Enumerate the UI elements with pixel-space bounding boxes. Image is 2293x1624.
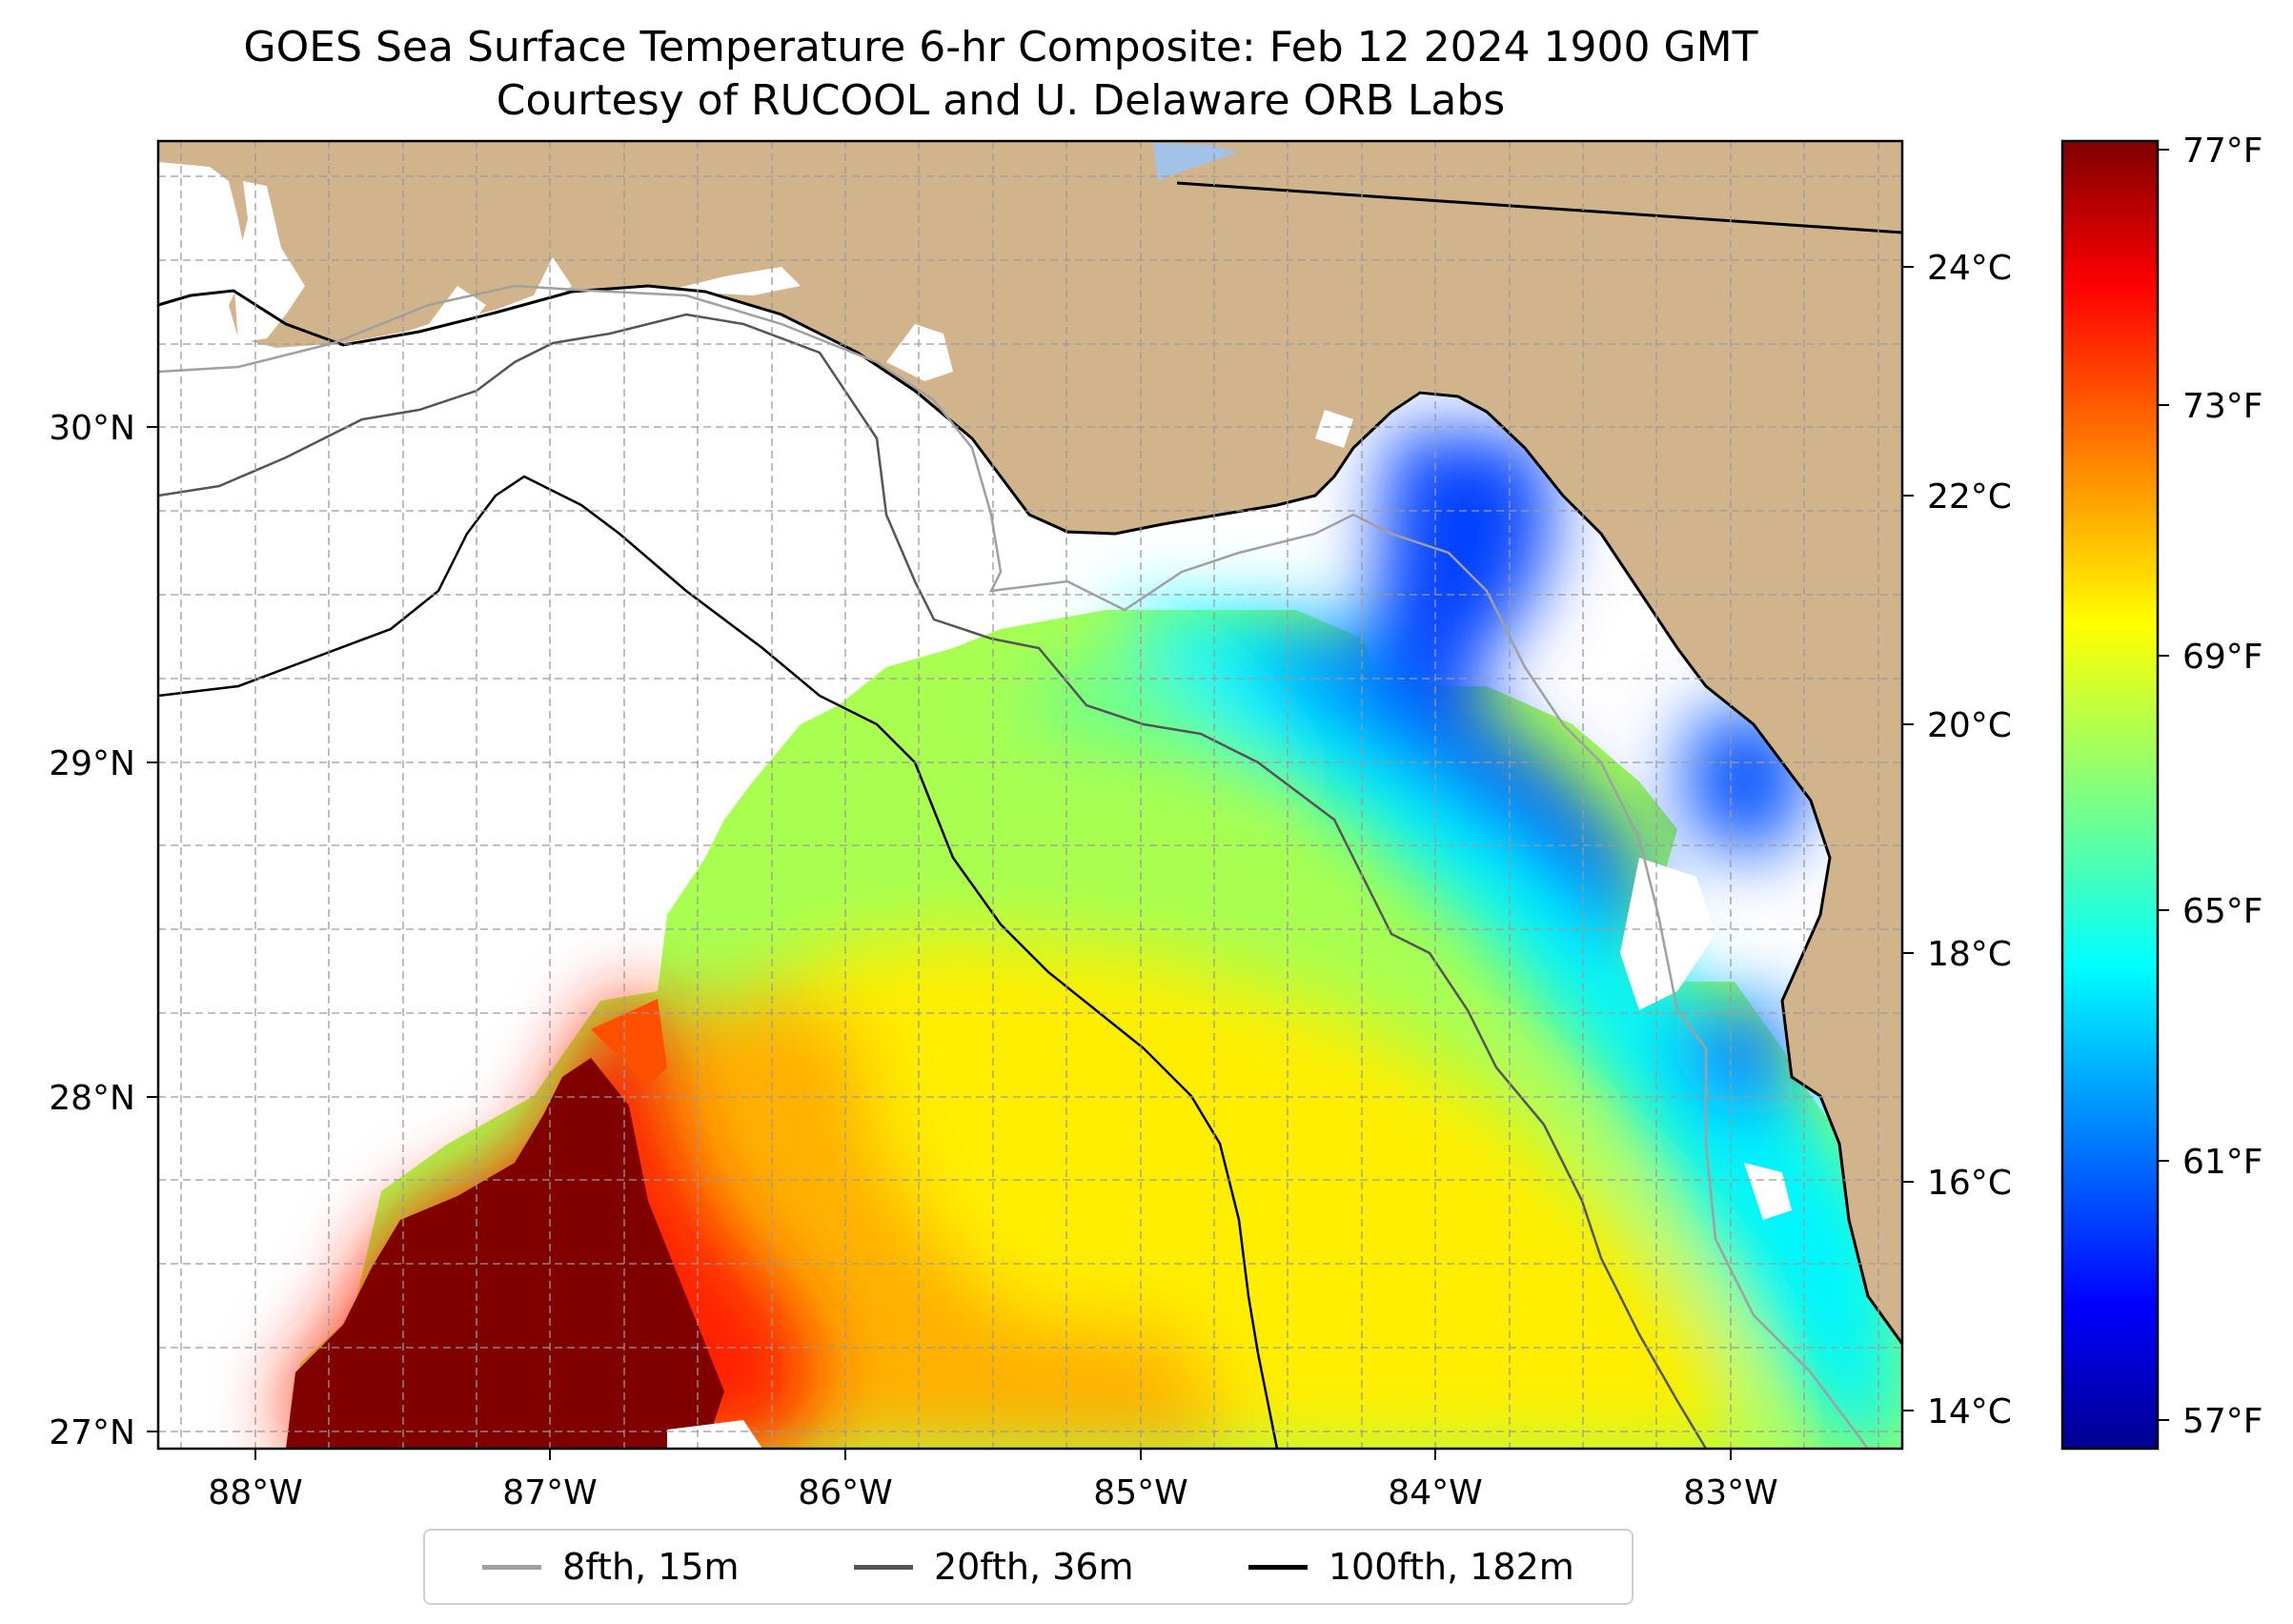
lat-tick-label: 29°N — [49, 744, 135, 783]
fahrenheit-tick-label: 61°F — [2182, 1143, 2263, 1182]
fahrenheit-tick-label: 65°F — [2182, 892, 2263, 931]
map-title: GOES Sea Surface Temperature 6-hr Compos… — [243, 23, 1758, 71]
map-subtitle: Courtesy of RUCOOL and U. Delaware ORB L… — [496, 76, 1506, 125]
lon-tick-label: 85°W — [1093, 1473, 1187, 1512]
lake-feature — [1153, 143, 1239, 181]
legend-line-swatch — [482, 1564, 542, 1570]
isobath-8fth — [158, 284, 1869, 1449]
legend-item-20fth: 20fth, 36m — [853, 1546, 1134, 1588]
legend-line-swatch — [1248, 1564, 1308, 1570]
axis-ticks — [147, 266, 1914, 1460]
map-frame — [156, 139, 1904, 1451]
legend-item-100fth: 100fth, 182m — [1248, 1546, 1574, 1588]
celsius-tick-label: 22°C — [1927, 477, 2012, 517]
legend-label: 8fth, 15m — [562, 1546, 740, 1588]
fahrenheit-tick-label: 69°F — [2182, 638, 2263, 677]
legend-item-8fth: 8fth, 15m — [482, 1546, 740, 1588]
state-border — [1176, 181, 1902, 234]
lat-tick-label: 27°N — [49, 1413, 135, 1452]
fahrenheit-tick-label: 73°F — [2182, 387, 2263, 426]
lon-tick-label: 84°W — [1388, 1473, 1482, 1512]
colorbar — [2060, 139, 2160, 1451]
celsius-tick-label: 14°C — [1927, 1392, 2012, 1431]
legend-label: 100fth, 182m — [1328, 1546, 1574, 1588]
legend-line-swatch — [853, 1564, 913, 1570]
isobath-20fth — [158, 313, 1708, 1449]
celsius-tick-label: 18°C — [1927, 935, 2012, 974]
lon-tick-label: 87°W — [502, 1473, 597, 1512]
land-mass — [158, 141, 1902, 1344]
celsius-tick-label: 20°C — [1927, 706, 2012, 745]
isobath-100fth — [158, 475, 1279, 1449]
lon-tick-label: 83°W — [1683, 1473, 1777, 1512]
map-gridlines — [158, 141, 1902, 1449]
fahrenheit-tick-label: 57°F — [2182, 1402, 2263, 1441]
lat-tick-label: 30°N — [49, 409, 135, 448]
lon-tick-label: 88°W — [208, 1473, 302, 1512]
isobath-legend: 8fth, 15m 20fth, 36m 100fth, 182m — [423, 1529, 1634, 1605]
legend-label: 20fth, 36m — [933, 1546, 1134, 1588]
lat-tick-label: 28°N — [49, 1079, 135, 1118]
map-plot-area — [158, 141, 1902, 1449]
coastline — [158, 284, 1902, 1345]
lon-tick-label: 86°W — [798, 1473, 892, 1512]
celsius-tick-label: 24°C — [1927, 249, 2012, 288]
celsius-tick-label: 16°C — [1927, 1164, 2012, 1203]
fahrenheit-tick-label: 77°F — [2182, 132, 2263, 171]
